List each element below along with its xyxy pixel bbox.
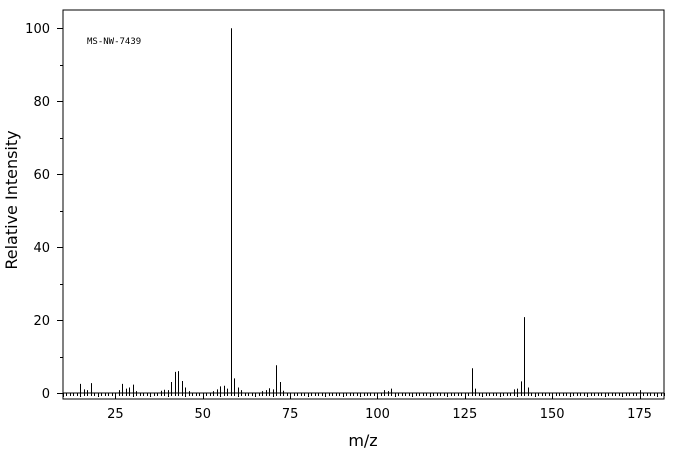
y-tick-label: 40 bbox=[33, 241, 50, 256]
x-axis-ticks: 25 50 75 100 125 150 175 bbox=[63, 393, 665, 422]
x-tick-label: 125 bbox=[452, 407, 477, 422]
y-tick-label: 0 bbox=[42, 387, 50, 402]
x-tick-label: 100 bbox=[365, 407, 390, 422]
x-tick-label: 25 bbox=[107, 407, 124, 422]
x-axis-title: m/z bbox=[348, 431, 377, 450]
plot-frame bbox=[62, 9, 665, 400]
x-tick-label: 50 bbox=[194, 407, 211, 422]
y-axis-ticks: 0 20 40 60 80 100 bbox=[25, 22, 63, 402]
y-tick-label: 80 bbox=[33, 95, 50, 110]
spectrum-id-annotation: MS-NW-7439 bbox=[87, 37, 141, 47]
y-tick-label: 60 bbox=[33, 168, 50, 183]
x-tick-label: 150 bbox=[540, 407, 565, 422]
x-tick-label: 75 bbox=[282, 407, 299, 422]
y-tick-label: 100 bbox=[25, 22, 50, 37]
y-axis-title: Relative Intensity bbox=[2, 130, 21, 269]
peak-series bbox=[80, 28, 641, 393]
x-tick-label: 175 bbox=[627, 407, 652, 422]
y-tick-label: 20 bbox=[33, 314, 50, 329]
